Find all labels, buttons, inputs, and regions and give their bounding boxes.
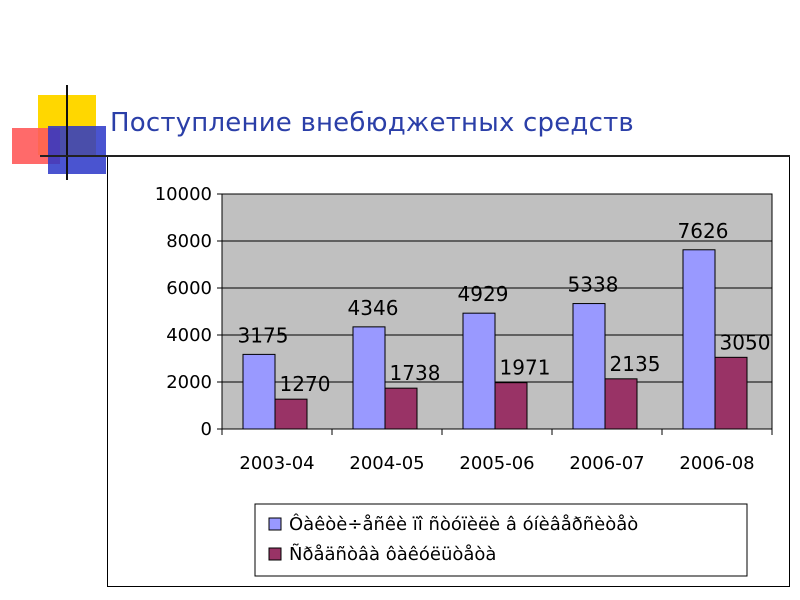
bar-series-2 (384, 387, 418, 430)
y-tick-label: 2000 (166, 372, 212, 393)
data-label-series-2: 1971 (500, 356, 551, 380)
data-label-series-1: 4346 (348, 296, 399, 320)
bar-series-1 (462, 312, 496, 430)
bar-series-1 (242, 353, 276, 430)
bar-series-2 (714, 356, 748, 430)
legend-swatch-series-2 (268, 547, 282, 561)
title-rule (40, 155, 790, 157)
bar-series-1 (352, 326, 386, 430)
bar-series-1 (682, 249, 716, 430)
legend-label-series-2: Ñðåäñòâà ôàêóëüòåòà (289, 543, 496, 565)
bar-chart: 0 2000 4000 6000 8000 10000 3175 1270 2003-04 434… (155, 184, 773, 577)
legend-label-series-1: Ôàêòè÷åñêè ïî ñòóïèëè â óíèâåðñèòåò (289, 513, 638, 535)
bar-series-1 (572, 303, 606, 430)
x-tick-label: 2004-05 (349, 453, 424, 474)
data-label-series-1: 4929 (458, 282, 509, 306)
x-tick-label: 2005-06 (459, 453, 534, 474)
x-tick-label: 2003-04 (239, 453, 314, 474)
data-label-series-1: 3175 (238, 323, 289, 347)
chart-frame: 0 2000 4000 6000 8000 10000 3175 1270 2003-04 434… (107, 157, 790, 587)
y-tick-label: 4000 (166, 325, 212, 346)
decor-vertical-line (66, 85, 68, 180)
legend-swatch-series-1 (268, 517, 282, 531)
y-tick-label: 0 (201, 419, 212, 440)
data-label-series-2: 1738 (390, 361, 441, 385)
bar-series-2 (274, 398, 308, 430)
y-tick-label: 8000 (166, 231, 212, 252)
bar-series-2 (494, 382, 528, 430)
bar-series-2 (604, 378, 638, 430)
x-tick-label: 2006-08 (679, 453, 754, 474)
data-label-series-1: 5338 (568, 273, 619, 297)
data-label-series-2: 3050 (720, 330, 771, 354)
legend-box (254, 503, 748, 577)
decor-square-blue (48, 126, 106, 174)
slide-title: Поступление внебюджетных средств (110, 108, 634, 138)
data-label-series-2: 2135 (610, 352, 661, 376)
x-tick-label: 2006-07 (569, 453, 644, 474)
y-tick-label: 6000 (166, 278, 212, 299)
y-tick-label: 10000 (155, 184, 212, 205)
data-label-series-2: 1270 (280, 372, 331, 396)
data-label-series-1: 7626 (678, 219, 729, 243)
